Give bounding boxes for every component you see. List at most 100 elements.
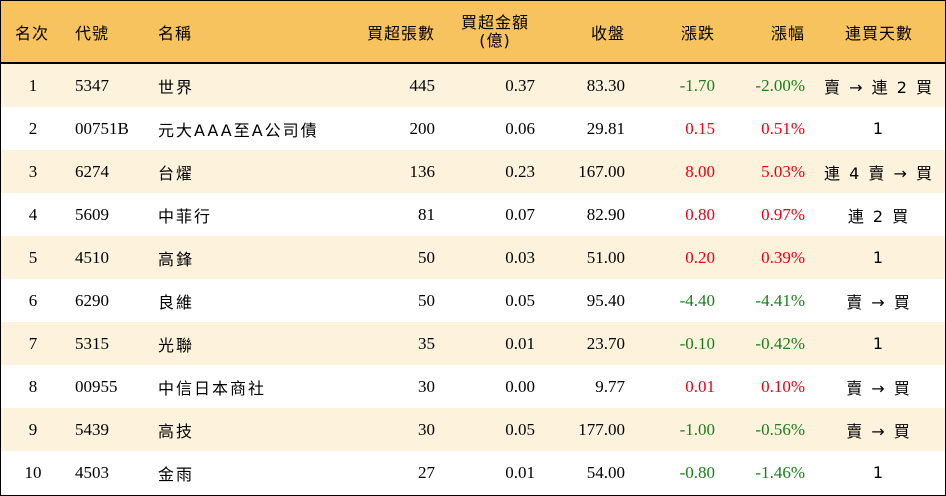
cell-code: 4503: [75, 462, 109, 482]
header-change: 漲跌: [680, 23, 715, 43]
cell-streak: 1: [872, 463, 886, 482]
cell-net-buy-lots: 81: [418, 204, 435, 224]
header-rank: 名次: [15, 23, 50, 43]
cell-pct: 0.51%: [761, 118, 805, 138]
cell-pct: -0.42%: [755, 333, 805, 353]
cell-rank: 5: [28, 247, 38, 267]
table-row: 6 6290 良維 50 0.05 95.40 -4.40 -4.41% 賣 → 買: [1, 279, 945, 322]
cell-net-buy-lots: 30: [418, 419, 435, 439]
cell-net-buy-amount: 0.05: [505, 419, 535, 439]
cell-name: 高鋒: [158, 249, 195, 269]
cell-rank: 3: [28, 161, 38, 181]
table-row: 1 5347 世界 445 0.37 83.30 -1.70 -2.00% 賣 → 連 2 買: [1, 64, 945, 107]
cell-rank: 10: [24, 462, 42, 482]
cell-code: 5439: [75, 419, 109, 439]
cell-pct: 5.03%: [761, 161, 805, 181]
table-row: 2 00751B 元大AAA至A公司債 200 0.06 29.81 0.15 0.51% 1: [1, 107, 945, 150]
cell-close: 51.00: [586, 247, 625, 267]
cell-rank: 1: [28, 75, 38, 95]
cell-name: 良維: [158, 292, 195, 312]
cell-streak: 賣 → 連 2 買: [824, 77, 934, 97]
cell-close: 9.77: [595, 376, 625, 396]
cell-net-buy-lots: 35: [418, 333, 435, 353]
cell-rank: 8: [28, 376, 38, 396]
cell-net-buy-amount: 0.01: [505, 462, 535, 482]
header-net-buy-amount-line1: 買超金額: [460, 12, 529, 32]
cell-name: 高技: [158, 421, 195, 441]
table-row: 8 00955 中信日本商社 30 0.00 9.77 0.01 0.10% 賣 → 買: [1, 365, 945, 408]
cell-name: 台燿: [158, 163, 195, 183]
cell-rank: 2: [28, 118, 38, 138]
header-streak: 連買天數: [844, 23, 913, 43]
cell-net-buy-lots: 445: [409, 75, 436, 95]
cell-code: 00955: [75, 376, 118, 396]
cell-code: 4510: [75, 247, 109, 267]
cell-change: -1.00: [679, 419, 715, 439]
cell-rank: 6: [28, 290, 38, 310]
header-pct: 漲幅: [770, 23, 805, 43]
table-header: 名次 代號 名稱 買超張數 買超金額 (億) 收盤 漲跌 漲幅 連買天數: [1, 1, 945, 64]
table-row: 4 5609 中菲行 81 0.07 82.90 0.80 0.97% 連 2 買: [1, 193, 945, 236]
cell-pct: 0.97%: [761, 204, 805, 224]
cell-code: 5347: [75, 75, 109, 95]
cell-change: -4.40: [679, 290, 715, 310]
cell-code: 5315: [75, 333, 109, 353]
cell-pct: -2.00%: [755, 75, 805, 95]
cell-close: 95.40: [586, 290, 625, 310]
cell-name: 光聯: [158, 335, 195, 355]
cell-code: 6290: [75, 290, 109, 310]
cell-streak: 1: [872, 119, 886, 138]
cell-change: 0.01: [685, 376, 715, 396]
cell-name: 元大AAA至A公司債: [158, 120, 319, 140]
cell-change: -0.10: [679, 333, 715, 353]
cell-streak: 賣 → 買: [846, 378, 912, 398]
cell-change: -0.80: [679, 462, 715, 482]
table-row: 10 4503 金雨 27 0.01 54.00 -0.80 -1.46% 1: [1, 451, 945, 494]
table-row: 7 5315 光聯 35 0.01 23.70 -0.10 -0.42% 1: [1, 322, 945, 365]
cell-pct: -0.56%: [755, 419, 805, 439]
cell-name: 世界: [158, 77, 195, 97]
cell-net-buy-lots: 27: [418, 462, 435, 482]
cell-net-buy-amount: 0.00: [505, 376, 535, 396]
cell-net-buy-lots: 50: [418, 247, 435, 267]
cell-pct: 0.10%: [761, 376, 805, 396]
cell-net-buy-amount: 0.07: [505, 204, 535, 224]
cell-streak: 1: [872, 248, 886, 267]
cell-streak: 1: [872, 334, 886, 353]
cell-code: 6274: [75, 161, 109, 181]
cell-change: 0.20: [685, 247, 715, 267]
cell-net-buy-amount: 0.37: [505, 75, 535, 95]
cell-net-buy-amount: 0.05: [505, 290, 535, 310]
cell-net-buy-amount: 0.23: [505, 161, 535, 181]
cell-close: 167.00: [578, 161, 625, 181]
cell-code: 5609: [75, 204, 109, 224]
cell-net-buy-lots: 136: [409, 161, 436, 181]
cell-net-buy-amount: 0.03: [505, 247, 535, 267]
cell-pct: -1.46%: [755, 462, 805, 482]
cell-streak: 連 4 賣 → 買: [824, 163, 934, 183]
cell-rank: 9: [28, 419, 38, 439]
header-net-buy-amount-line2: (億): [479, 30, 511, 50]
table-row: 5 4510 高鋒 50 0.03 51.00 0.20 0.39% 1: [1, 236, 945, 279]
cell-change: 0.80: [685, 204, 715, 224]
header-net-buy-lots: 買超張數: [366, 23, 435, 43]
cell-name: 中菲行: [158, 206, 213, 226]
table-row: 9 5439 高技 30 0.05 177.00 -1.00 -0.56% 賣 → 買: [1, 408, 945, 451]
cell-net-buy-amount: 0.01: [505, 333, 535, 353]
cell-streak: 賣 → 買: [846, 292, 912, 312]
header-close: 收盤: [590, 23, 625, 43]
cell-close: 82.90: [586, 204, 625, 224]
cell-change: 0.15: [685, 118, 715, 138]
header-name: 名稱: [158, 23, 193, 43]
cell-streak: 賣 → 買: [846, 421, 912, 441]
cell-close: 29.81: [586, 118, 625, 138]
cell-close: 177.00: [578, 419, 625, 439]
table-row: 3 6274 台燿 136 0.23 167.00 8.00 5.03% 連 4 賣 → 買: [1, 150, 945, 193]
cell-net-buy-lots: 200: [409, 118, 436, 138]
cell-rank: 7: [28, 333, 38, 353]
cell-streak: 連 2 買: [847, 206, 911, 226]
header-code: 代號: [75, 23, 110, 43]
header-net-buy-amount: 買超金額 (億): [445, 1, 545, 62]
cell-code: 00751B: [75, 118, 129, 138]
